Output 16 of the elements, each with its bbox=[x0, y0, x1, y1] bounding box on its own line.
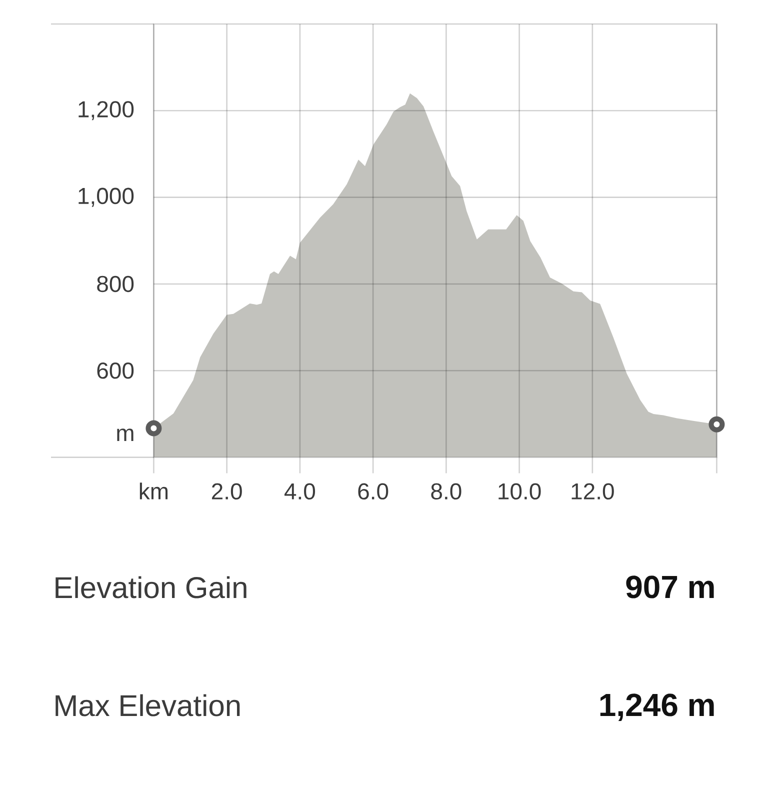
y-tick-label: 800 bbox=[97, 276, 134, 292]
text: Max Elevation bbox=[56, 694, 240, 716]
x-tick-label: 2.0 bbox=[212, 483, 242, 500]
y-tick-label: 1,200 bbox=[78, 101, 134, 120]
text: 1,246 m bbox=[600, 694, 714, 721]
y-axis-title: m bbox=[117, 428, 134, 441]
y-tick-label: 1,000 bbox=[78, 188, 134, 207]
x-tick-label: 4.0 bbox=[284, 483, 316, 500]
x-tick-label: 8.0 bbox=[431, 483, 462, 500]
text: 907 m bbox=[626, 576, 714, 598]
text: Elevation Gain bbox=[56, 576, 246, 598]
x-tick-label: 6.0 bbox=[358, 483, 388, 500]
x-tick-label: km bbox=[140, 482, 168, 500]
y-tick-label: 600 bbox=[97, 362, 134, 379]
x-tick-label: 12.0 bbox=[572, 483, 614, 500]
x-tick-label: 10.0 bbox=[498, 483, 541, 500]
